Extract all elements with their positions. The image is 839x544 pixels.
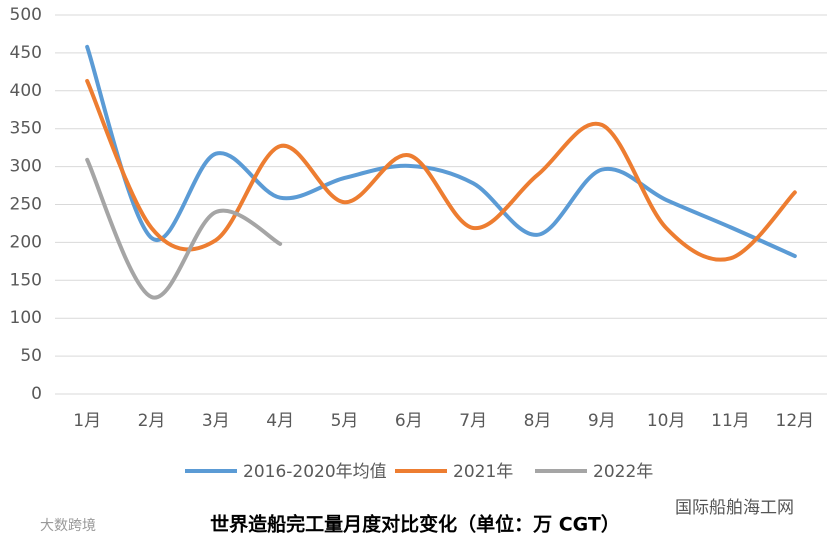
y-tick-label: 150 — [10, 270, 42, 290]
x-tick-label: 11月 — [711, 411, 750, 431]
y-tick-label: 250 — [10, 195, 42, 215]
legend-label: 2022年 — [593, 462, 653, 482]
x-tick-label: 5月 — [331, 411, 359, 431]
y-tick-label: 350 — [10, 119, 42, 139]
legend-label: 2016-2020年均值 — [243, 462, 387, 482]
x-tick-label: 4月 — [266, 411, 294, 431]
x-tick-label: 10月 — [647, 411, 686, 431]
y-tick-label: 0 — [31, 384, 42, 404]
y-tick-label: 100 — [10, 308, 42, 328]
y-tick-label: 300 — [10, 157, 42, 177]
x-tick-label: 6月 — [395, 411, 423, 431]
line-series — [85, 78, 797, 262]
line-series — [85, 157, 283, 300]
x-tick-label: 9月 — [588, 411, 616, 431]
x-tick-label: 2月 — [138, 411, 166, 431]
watermark: 国际船舶海工网 — [675, 498, 794, 518]
y-tick-label: 200 — [10, 232, 42, 252]
y-tick-label: 50 — [20, 346, 42, 366]
x-tick-label: 1月 — [73, 411, 101, 431]
x-tick-label: 7月 — [459, 411, 487, 431]
x-tick-label: 3月 — [202, 411, 230, 431]
x-tick-label: 12月 — [776, 411, 815, 431]
x-tick-label: 8月 — [524, 411, 552, 431]
line-series — [85, 44, 797, 259]
y-tick-label: 400 — [10, 81, 42, 101]
legend-label: 2021年 — [453, 462, 513, 482]
chart-title: 世界造船完工量月度对比变化（单位：万 CGT） — [210, 513, 620, 536]
y-tick-label: 500 — [10, 5, 42, 25]
watermark: 大数跨境 — [40, 518, 96, 534]
y-tick-label: 450 — [10, 43, 42, 63]
